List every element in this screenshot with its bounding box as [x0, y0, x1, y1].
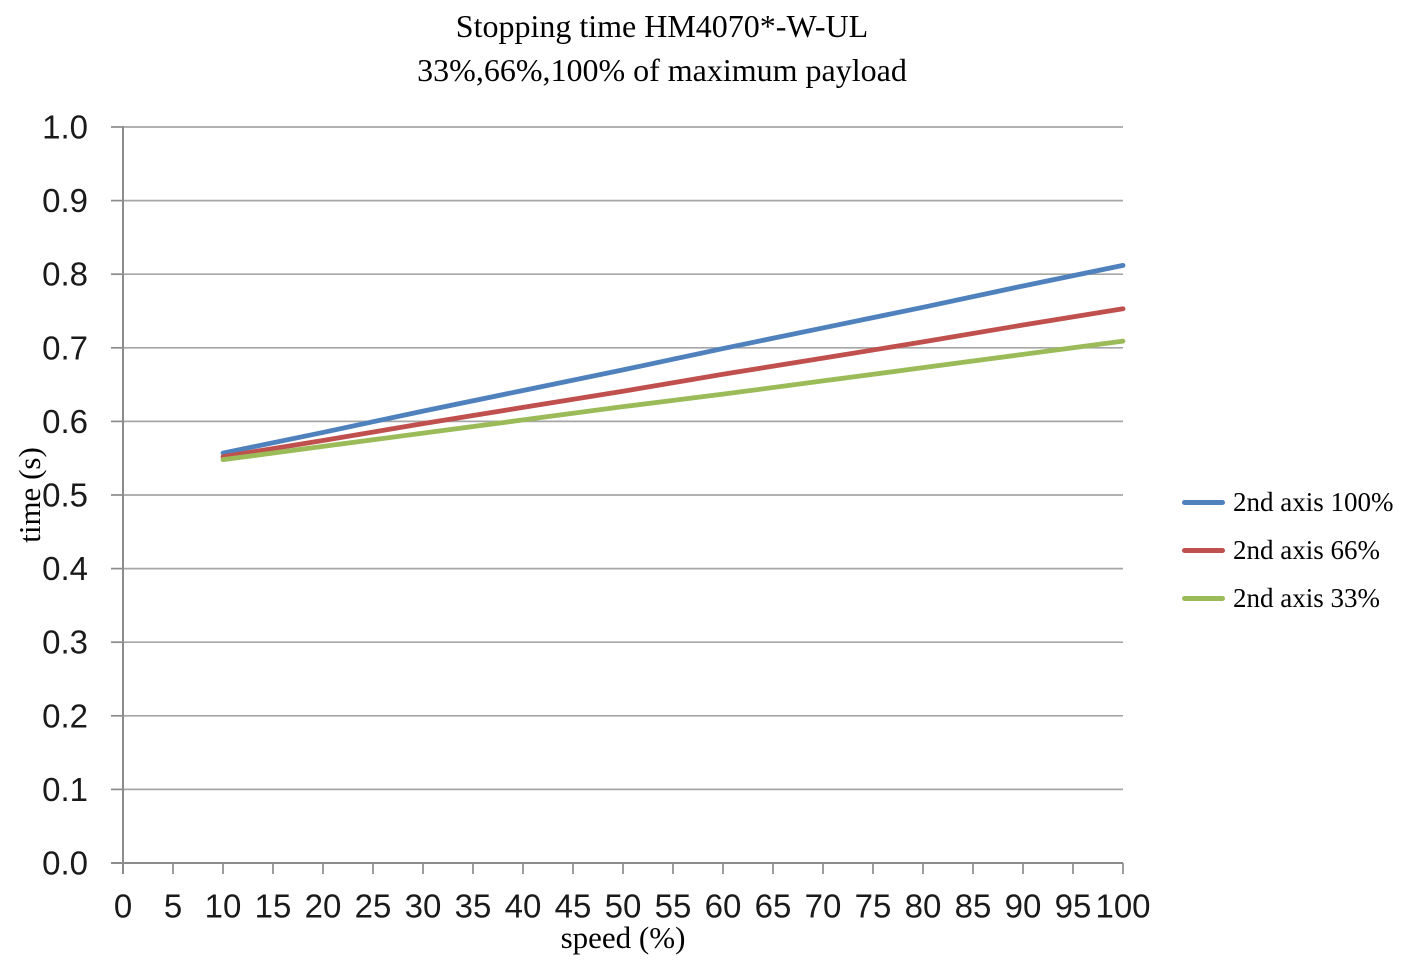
- y-tick-label: 0.1: [42, 771, 88, 808]
- legend-item-2nd-axis-66: 2nd axis 66%: [1182, 534, 1380, 566]
- y-tick-label: 0.6: [42, 403, 88, 440]
- y-tick-label: 0.2: [42, 697, 88, 734]
- legend-label: 2nd axis 33%: [1233, 583, 1380, 613]
- y-tick-label: 0.3: [42, 624, 88, 661]
- x-tick-label: 0: [114, 888, 132, 925]
- chart-subtitle: 33%,66%,100% of maximum payload: [417, 52, 907, 88]
- y-tick-label: 0.9: [42, 182, 88, 219]
- chart-title: Stopping time HM4070*-W-UL: [455, 8, 869, 44]
- x-tick-label: 55: [655, 888, 692, 925]
- legend-line-swatch: [1182, 595, 1225, 601]
- x-tick-label: 95: [1055, 888, 1092, 925]
- x-tick-label: 85: [955, 888, 992, 925]
- x-tick-label: 45: [555, 888, 592, 925]
- x-tick-label: 25: [355, 888, 392, 925]
- x-tick-label: 75: [855, 888, 892, 925]
- x-tick-label: 35: [455, 888, 492, 925]
- y-tick-label: 0.0: [42, 845, 88, 882]
- x-tick-label: 50: [605, 888, 642, 925]
- y-tick-label: 1.0: [42, 109, 88, 146]
- x-tick-label: 20: [305, 888, 342, 925]
- x-tick-label: 80: [905, 888, 942, 925]
- series-line-2nd-axis-33: [220, 338, 1126, 463]
- x-tick-label: 30: [405, 888, 442, 925]
- legend-label: 2nd axis 100%: [1233, 487, 1394, 517]
- x-tick-label: 5: [164, 888, 182, 925]
- y-tick-label: 0.4: [42, 550, 88, 587]
- x-tick-label: 10: [205, 888, 242, 925]
- x-tick-label: 60: [705, 888, 742, 925]
- y-tick-label: 0.8: [42, 256, 88, 293]
- y-axis-title: time (s): [12, 447, 47, 543]
- legend-line-swatch: [1182, 547, 1225, 553]
- x-tick-label: 15: [255, 888, 292, 925]
- series-line-2nd-axis-100: [220, 262, 1126, 456]
- x-tick-label: 40: [505, 888, 542, 925]
- series-line-2nd-axis-66: [220, 306, 1126, 460]
- legend-item-2nd-axis-33: 2nd axis 33%: [1182, 582, 1380, 614]
- y-tick-label: 0.7: [42, 329, 88, 366]
- x-tick-label: 65: [755, 888, 792, 925]
- legend-item-2nd-axis-100: 2nd axis 100%: [1182, 486, 1393, 518]
- x-axis-title: speed (%): [560, 920, 686, 955]
- y-tick-label: 0.5: [42, 477, 88, 514]
- x-tick-label: 70: [805, 888, 842, 925]
- legend-line-swatch: [1182, 499, 1225, 505]
- x-tick-label: 100: [1095, 888, 1150, 925]
- x-tick-label: 90: [1005, 888, 1042, 925]
- legend-label: 2nd axis 66%: [1233, 535, 1380, 565]
